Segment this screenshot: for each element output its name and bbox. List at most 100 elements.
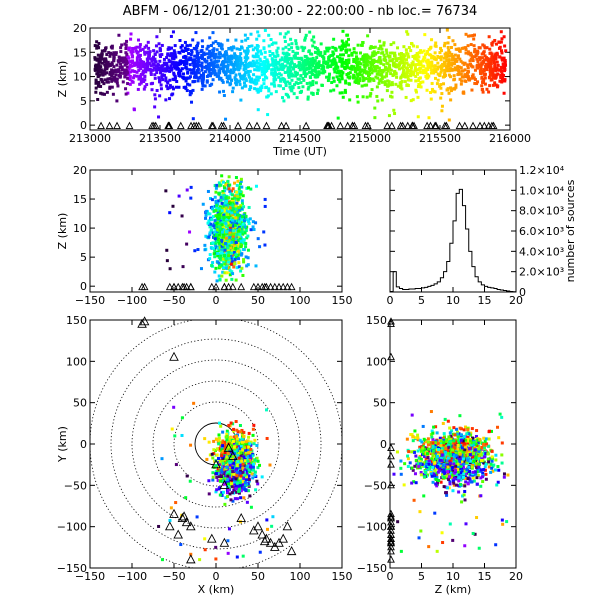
source-point [279, 79, 283, 83]
source-point [139, 66, 143, 70]
source-point [416, 115, 420, 119]
source-point [309, 66, 313, 70]
source-point [257, 34, 261, 38]
source-point [311, 72, 315, 76]
source-point [470, 88, 474, 92]
source-point [157, 115, 161, 119]
source-point [425, 60, 429, 64]
source-point [370, 54, 374, 58]
source-point [148, 68, 152, 72]
source-point [235, 47, 239, 51]
source-point [103, 63, 107, 67]
source-point [270, 524, 274, 528]
source-point [242, 258, 246, 262]
source-point [439, 96, 443, 100]
source-point [196, 79, 200, 83]
source-point [182, 85, 186, 89]
source-point [207, 219, 211, 223]
source-point [501, 77, 505, 81]
source-point [206, 189, 210, 193]
source-point [233, 196, 237, 200]
source-point [219, 424, 223, 428]
source-point [228, 228, 232, 232]
source-point [190, 50, 194, 54]
source-point [362, 63, 366, 67]
source-point [217, 436, 221, 440]
source-point [478, 69, 482, 73]
source-point [215, 437, 219, 441]
source-point [452, 74, 456, 78]
source-point [461, 61, 465, 65]
source-point [392, 64, 396, 68]
source-point [273, 68, 277, 72]
source-point [473, 68, 477, 72]
source-point [209, 229, 213, 233]
source-point [258, 245, 262, 249]
source-point [201, 76, 205, 80]
source-point [377, 47, 381, 51]
source-point [439, 86, 443, 90]
source-point [164, 76, 168, 80]
source-point [179, 69, 183, 73]
source-point [217, 241, 221, 245]
source-point [250, 463, 254, 467]
source-point [352, 60, 356, 64]
y-tick-label: 100 [66, 355, 87, 368]
station-marker [266, 282, 275, 291]
station-marker [484, 121, 493, 130]
source-point [106, 80, 110, 84]
source-point [491, 68, 495, 72]
source-point [235, 190, 239, 194]
source-point [160, 43, 164, 47]
y-tick-label: 20 [73, 164, 87, 177]
source-point [236, 179, 240, 183]
source-point [242, 238, 246, 242]
source-point [282, 79, 286, 83]
source-point [212, 47, 216, 51]
source-point [285, 59, 289, 63]
source-point [244, 84, 248, 88]
source-point [427, 116, 431, 120]
source-point [229, 61, 233, 65]
source-point [449, 75, 453, 79]
source-point [97, 46, 101, 50]
source-point [233, 52, 237, 56]
source-point [487, 90, 491, 94]
source-point [406, 32, 410, 36]
source-point [310, 38, 314, 42]
source-point [313, 67, 317, 71]
source-point [460, 46, 464, 50]
source-point [418, 70, 422, 74]
source-point [281, 62, 285, 66]
source-point [218, 42, 222, 46]
source-point [379, 44, 383, 48]
source-point [242, 260, 246, 264]
source-point [343, 61, 347, 65]
source-point [238, 196, 242, 200]
source-point [407, 69, 411, 73]
source-point [97, 82, 101, 86]
source-point [223, 254, 227, 258]
source-point [242, 63, 246, 67]
x-tick-label: 150 [332, 294, 353, 307]
source-point [239, 56, 243, 60]
source-point [115, 63, 119, 67]
source-point [235, 232, 239, 236]
source-point [280, 58, 284, 62]
source-point [449, 86, 453, 90]
source-point [231, 232, 235, 236]
source-point [206, 44, 210, 48]
source-point [359, 62, 363, 66]
source-point [194, 31, 198, 35]
source-point [185, 44, 189, 48]
y-tick-label: 15 [73, 193, 87, 206]
source-point [177, 194, 181, 198]
source-point [439, 64, 443, 68]
source-point [412, 44, 416, 48]
source-point [367, 77, 371, 81]
source-point [120, 56, 124, 60]
source-point [251, 427, 255, 431]
source-point [200, 61, 204, 65]
source-point [225, 250, 229, 254]
source-point [210, 207, 214, 211]
